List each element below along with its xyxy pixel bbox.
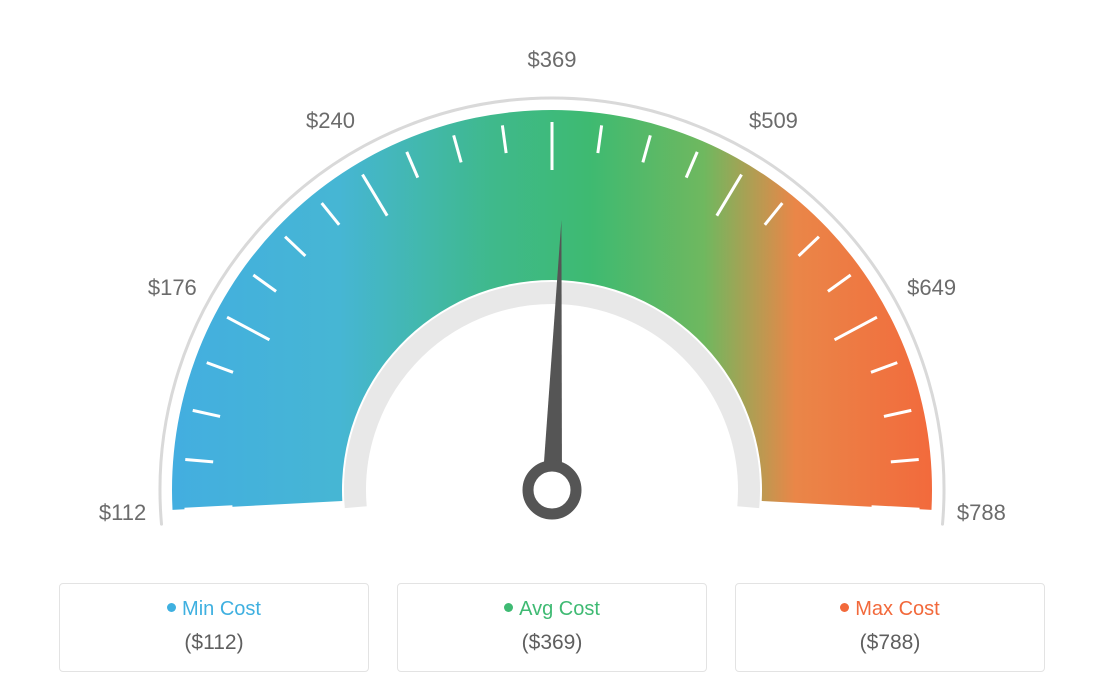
legend-dot-max (840, 603, 849, 612)
legend-value-avg: ($369) (408, 631, 696, 655)
legend-card-max: Max Cost ($788) (735, 583, 1045, 672)
gauge-tick-label: $240 (306, 108, 355, 134)
gauge-tick-label: $649 (907, 275, 956, 301)
legend-value-min: ($112) (70, 631, 358, 655)
legend-title-max-text: Max Cost (855, 598, 939, 620)
gauge-tick-label: $369 (528, 47, 577, 73)
legend-dot-avg (504, 603, 513, 612)
legend-title-avg: Avg Cost (408, 598, 696, 621)
cost-gauge: $112 $176 $240 $369 $509 $649 $788 (0, 0, 1104, 560)
legend-card-min: Min Cost ($112) (59, 583, 369, 672)
legend-value-max: ($788) (746, 631, 1034, 655)
legend-dot-min (167, 603, 176, 612)
gauge-tick-label: $509 (749, 108, 798, 134)
legend-row: Min Cost ($112) Avg Cost ($369) Max Cost… (0, 583, 1104, 672)
legend-title-min: Min Cost (70, 598, 358, 621)
legend-title-avg-text: Avg Cost (519, 598, 600, 620)
legend-title-max: Max Cost (746, 598, 1034, 621)
gauge-tick-label: $112 (99, 500, 146, 526)
gauge-tick-label: $788 (957, 500, 1006, 526)
legend-title-min-text: Min Cost (182, 598, 261, 620)
gauge-tick-label: $176 (148, 275, 197, 301)
legend-card-avg: Avg Cost ($369) (397, 583, 707, 672)
